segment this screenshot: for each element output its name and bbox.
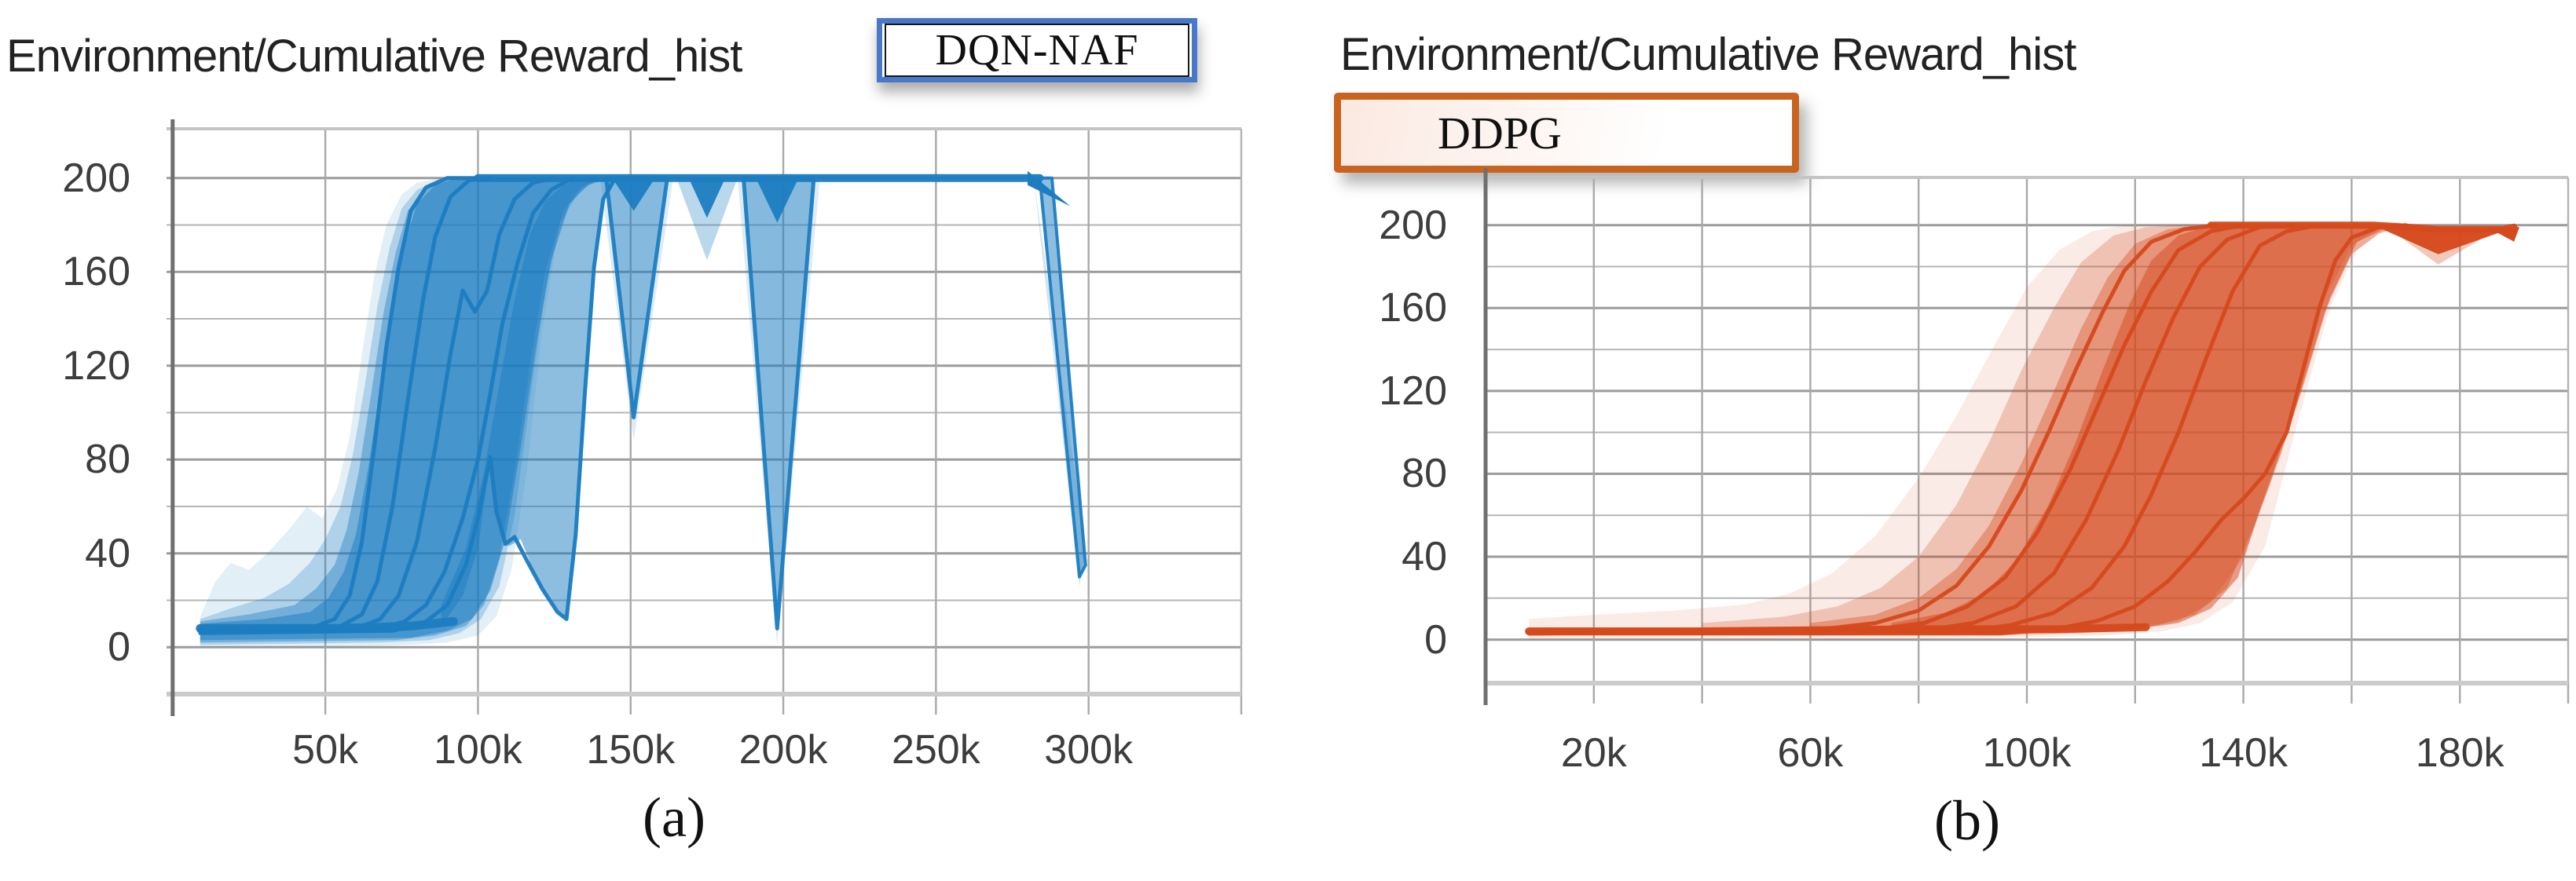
plot-area-ddpg [1483,168,2570,705]
y-tick-label: 120 [62,342,130,389]
y-tick-label: 40 [85,530,130,576]
chart-svg [1483,168,2570,705]
chart-svg [167,119,1243,716]
y-tick-label: 120 [1379,367,1447,414]
x-tick-label: 180k [2415,730,2505,776]
caption-b: (b) [1934,789,2000,852]
legend-dqn-naf-label: DQN-NAF [935,26,1139,75]
x-tick-label: 100k [1982,730,2072,776]
y-tick-label: 40 [1402,534,1447,579]
x-tick-label: 250k [891,727,980,773]
caption-a: (a) [643,786,705,849]
y-tick-label: 80 [1402,451,1447,497]
x-tick-label: 100k [434,727,522,773]
legend-dqn-naf: DQN-NAF [877,18,1197,82]
chart-title-left: Environment/Cumulative Reward_hist [6,31,742,82]
plot-area-dqn-naf [167,119,1243,716]
y-tick-label: 0 [108,624,130,671]
legend-dqn-naf-box: DQN-NAF [885,24,1189,77]
legend-ddpg-label: DDPG [1438,107,1562,159]
x-tick-label: 150k [586,727,676,773]
y-tick-label: 160 [62,249,130,295]
x-tick-label: 300k [1044,727,1134,773]
x-tick-label: 140k [2199,730,2288,776]
y-tick-label: 200 [62,155,130,201]
y-tick-label: 200 [1379,202,1447,248]
y-tick-label: 80 [85,437,130,483]
y-tick-label: 160 [1379,285,1447,331]
legend-ddpg: DDPG [1334,93,1799,173]
x-tick-label: 60k [1777,730,1844,776]
x-tick-label: 200k [738,727,828,773]
y-tick-label: 0 [1424,616,1447,663]
chart-title-right: Environment/Cumulative Reward_hist [1340,29,2076,80]
x-tick-label: 20k [1560,730,1627,776]
x-tick-label: 50k [292,727,358,773]
